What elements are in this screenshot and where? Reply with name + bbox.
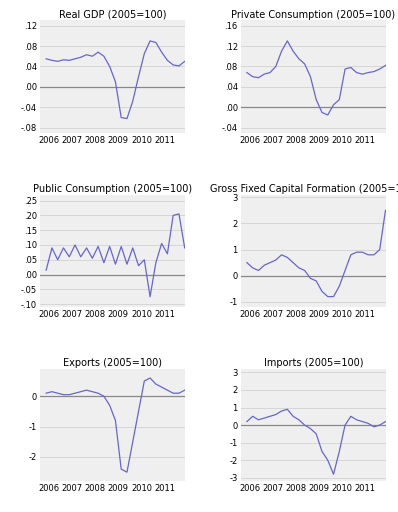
- Title: Public Consumption (2005=100): Public Consumption (2005=100): [33, 184, 192, 194]
- Title: Exports (2005=100): Exports (2005=100): [63, 358, 162, 368]
- Title: Gross Fixed Capital Formation (2005=100): Gross Fixed Capital Formation (2005=100): [209, 184, 398, 194]
- Title: Private Consumption (2005=100): Private Consumption (2005=100): [231, 10, 395, 19]
- Title: Imports (2005=100): Imports (2005=100): [263, 358, 363, 368]
- Title: Real GDP (2005=100): Real GDP (2005=100): [59, 10, 166, 19]
